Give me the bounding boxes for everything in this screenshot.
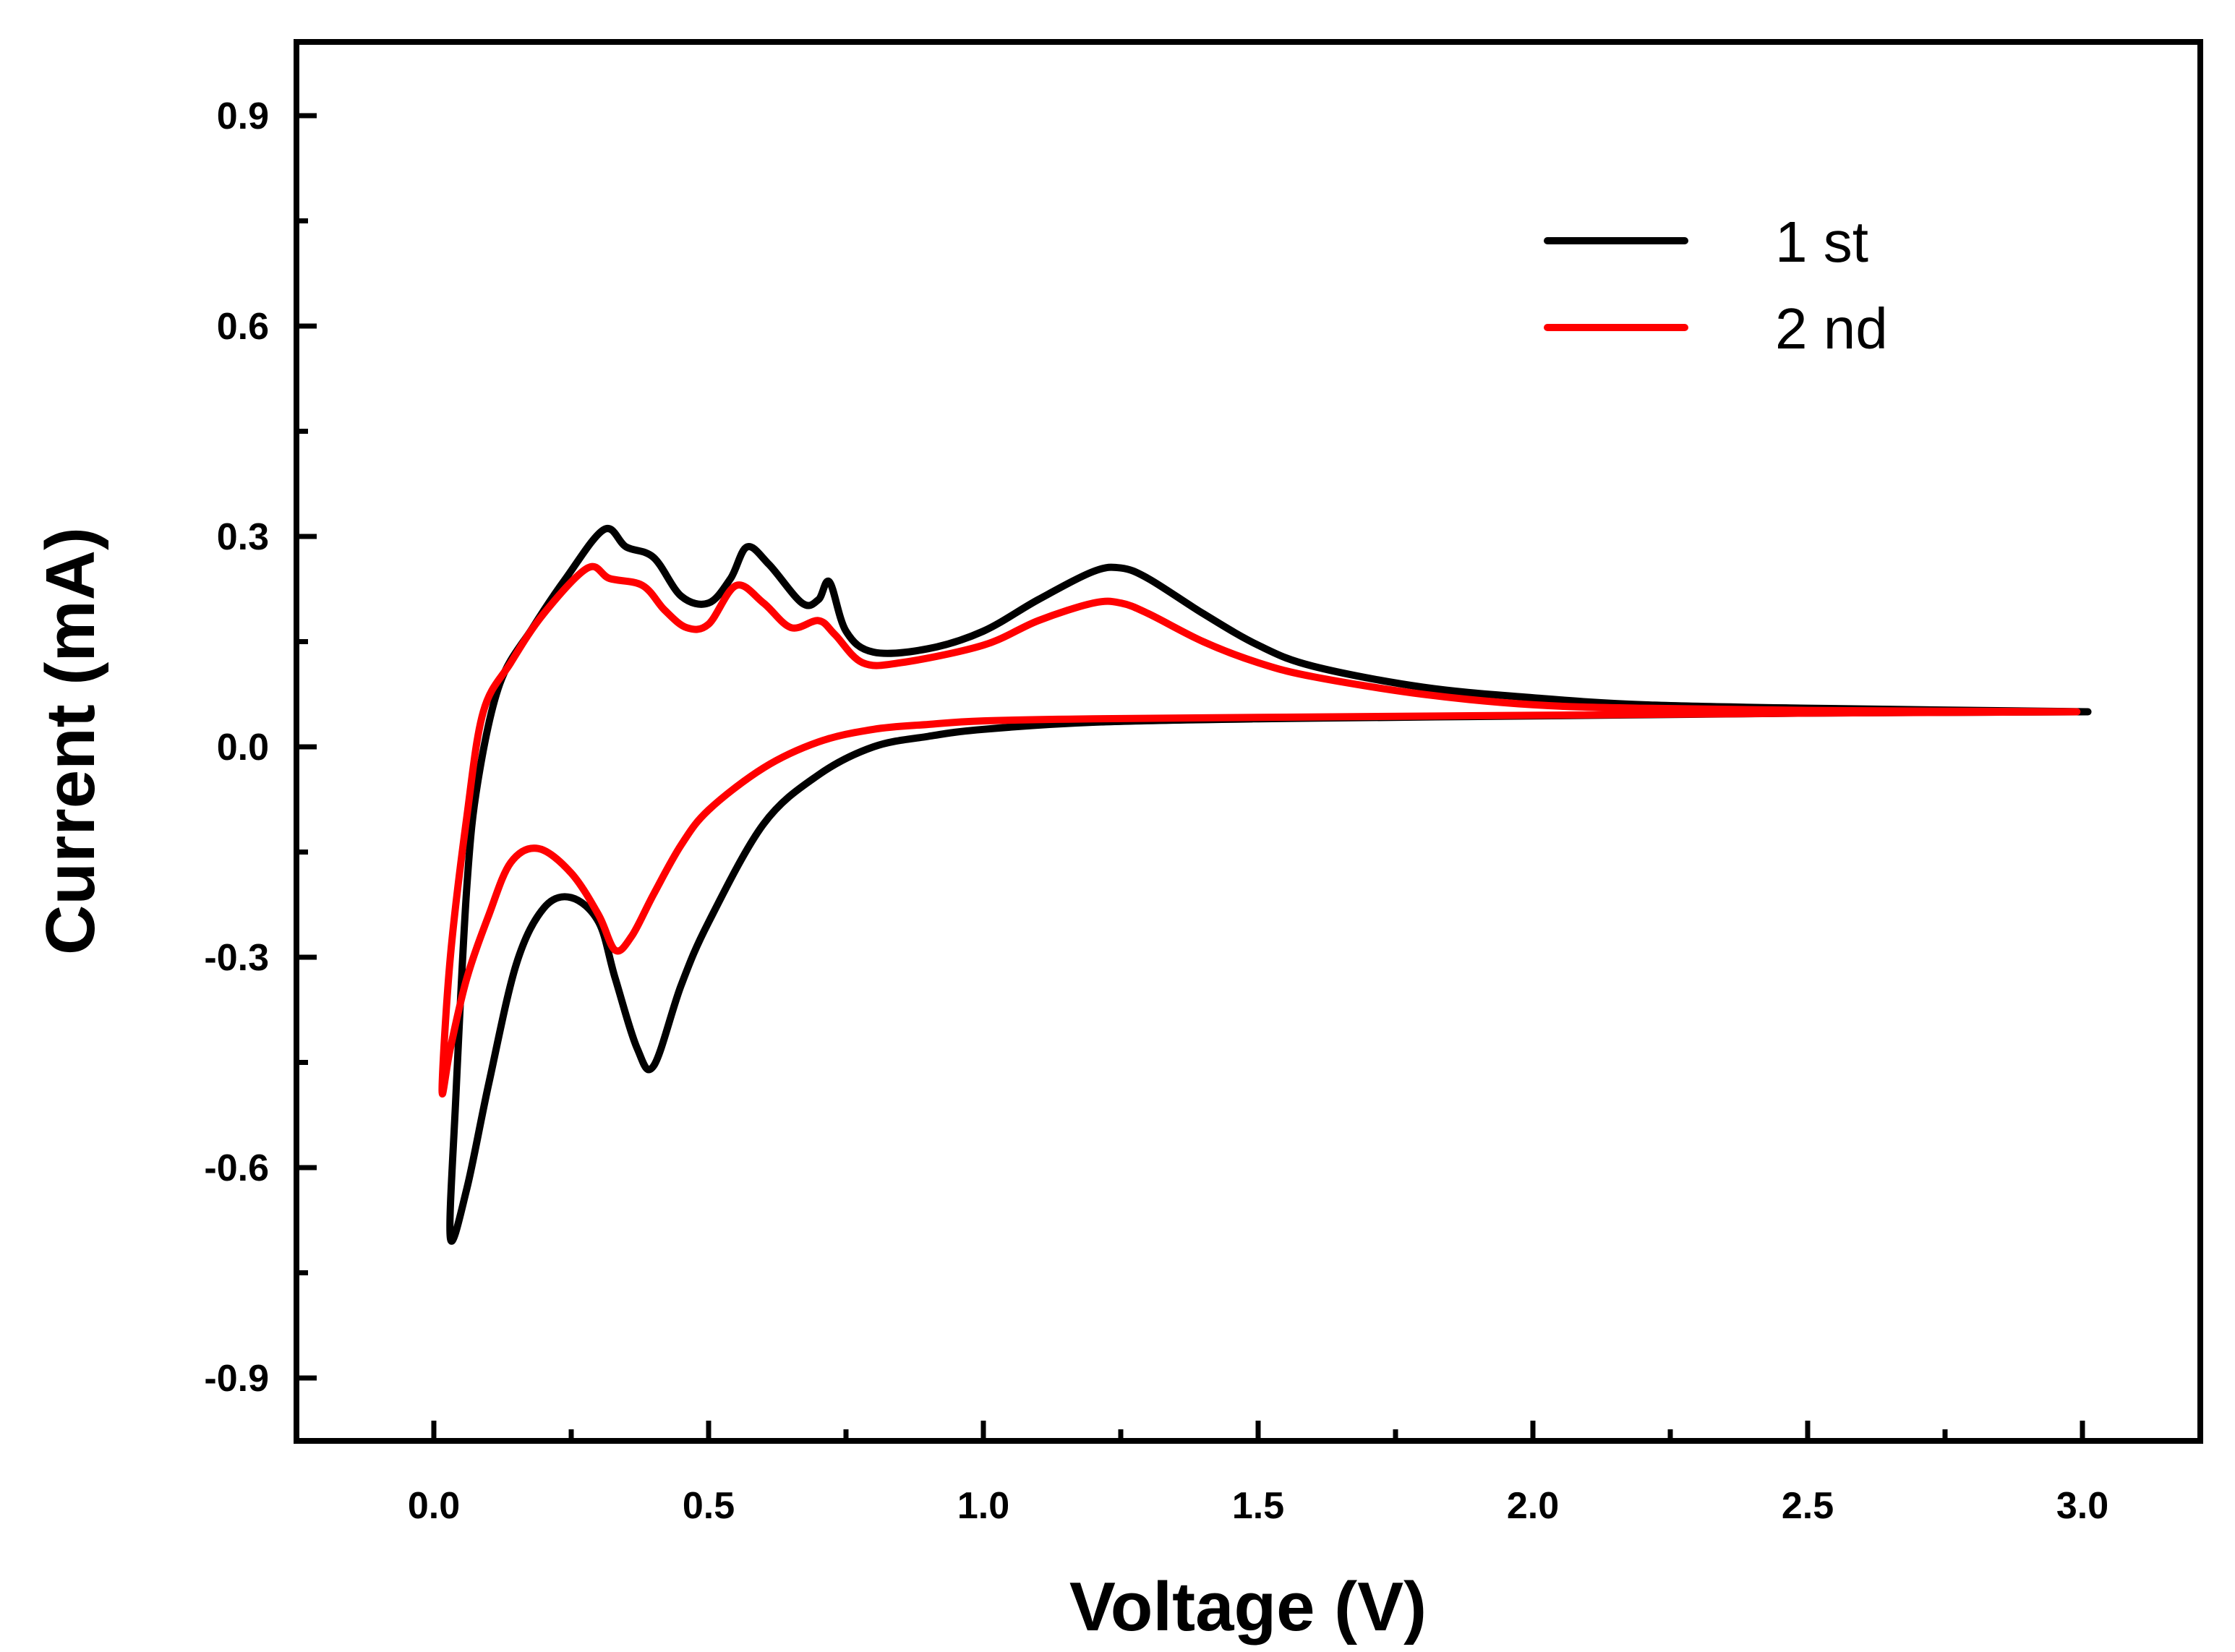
x-tick-label: 0.5 xyxy=(683,1485,735,1527)
y-tick-label: -0.6 xyxy=(204,1147,269,1189)
x-tick-label: 0.0 xyxy=(408,1485,460,1527)
legend-label-1st: 1 st xyxy=(1775,210,1868,274)
x-tick-label: 1.5 xyxy=(1232,1485,1284,1527)
x-tick-label: 1.0 xyxy=(957,1485,1009,1527)
series-line-1st xyxy=(446,525,2092,1245)
y-tick-label: 0.9 xyxy=(217,95,269,137)
legend-label-2nd: 2 nd xyxy=(1775,296,1888,361)
x-tick-label: 2.5 xyxy=(1782,1485,1834,1527)
y-tick-label: 0.3 xyxy=(217,516,269,558)
x-axis-ticks: 0.0 0.5 1.0 1.5 2.0 2.5 3.0 xyxy=(408,1421,2108,1527)
y-tick-label: -0.3 xyxy=(204,937,269,979)
y-axis-ticks: 0.9 0.6 0.3 0.0 -0.3 -0.6 -0.9 xyxy=(204,95,317,1400)
y-tick-label: 0.6 xyxy=(217,306,269,348)
y-axis-title: Current (mA) xyxy=(32,527,109,955)
y-tick-label: 0.0 xyxy=(217,727,269,769)
x-tick-label: 2.0 xyxy=(1507,1485,1559,1527)
x-axis-title: Voltage (V) xyxy=(1069,1568,1427,1645)
x-tick-label: 3.0 xyxy=(2056,1485,2108,1527)
legend: 1 st 2 nd xyxy=(1544,210,1888,361)
series-layer xyxy=(438,525,2092,1245)
y-tick-label: -0.9 xyxy=(204,1358,269,1400)
series-line-2nd xyxy=(438,562,2081,1097)
plot-frame xyxy=(294,39,2203,1444)
